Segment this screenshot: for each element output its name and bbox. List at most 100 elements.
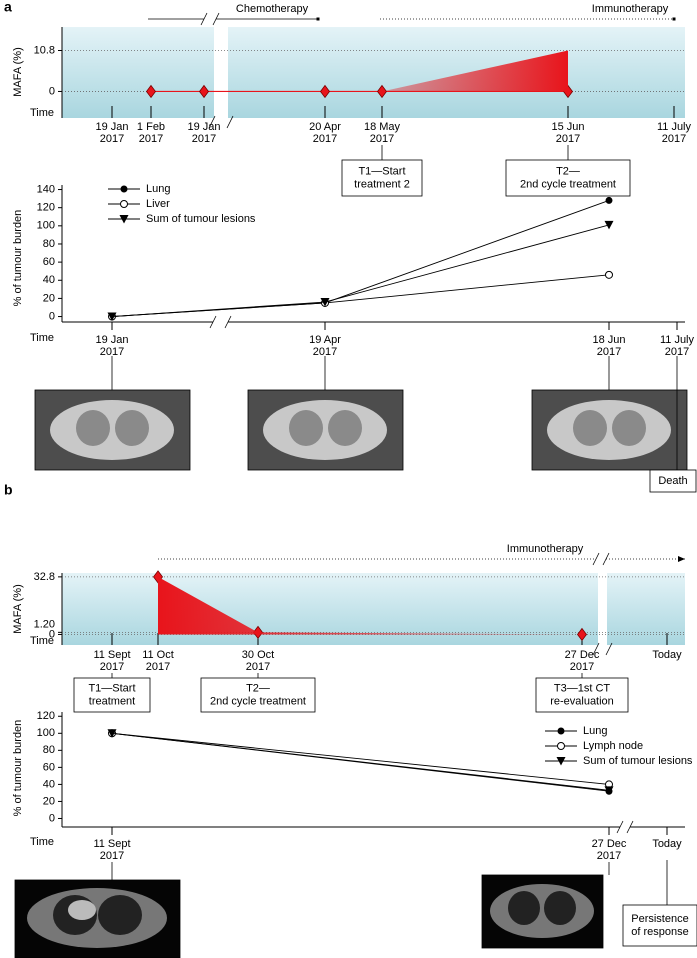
- axis-break: [602, 552, 610, 566]
- y-tick-label: 80: [43, 238, 55, 250]
- x-tick-label: 15 Jun: [551, 121, 584, 133]
- y-tick-label: 60: [43, 761, 55, 773]
- therapy-end: [672, 17, 676, 21]
- x-tick-label: 11 Sept: [93, 838, 130, 850]
- event-box: [505, 159, 631, 197]
- chart: % of tumour burden Time 0 20 40 60 80 100 120 140…: [12, 183, 697, 493]
- ct-images: [14, 356, 688, 958]
- data-point: [557, 742, 565, 750]
- therapy-label: Immunotherapy: [507, 543, 584, 555]
- event-box: [535, 677, 629, 713]
- line: [111, 274, 610, 318]
- event-box-text: re-evaluation: [550, 695, 614, 707]
- x-tick-label: 2017: [597, 346, 621, 358]
- x-axis-label: Time: [30, 836, 54, 848]
- axis-break: [212, 12, 220, 26]
- event-box-text: Death: [658, 475, 687, 487]
- y-tick-label: 10.8: [34, 44, 55, 56]
- data-point: [146, 84, 156, 99]
- x-tick-label: 19 Jan: [95, 334, 128, 346]
- area: [382, 50, 568, 92]
- event-box-text: T1—Start: [358, 165, 405, 177]
- y-tick-label: 32.8: [34, 571, 55, 583]
- y-tick-label: 40: [43, 274, 55, 286]
- y-tick-label: 120: [37, 710, 55, 722]
- y-axis-label: MAFA (%): [12, 47, 24, 97]
- data-point: [604, 220, 614, 230]
- event-box-text: treatment: [89, 695, 135, 707]
- axis-break: [226, 115, 234, 129]
- y-tick-label: 140: [37, 183, 55, 195]
- data-point: [120, 200, 128, 208]
- x-axis-label: Time: [30, 107, 54, 119]
- x-tick-label: 2017: [313, 346, 337, 358]
- x-tick-label: 11 July: [660, 334, 695, 346]
- y-axis-label: % of tumour burden: [12, 720, 24, 817]
- axis-break: [605, 642, 613, 656]
- y-tick-label: 40: [43, 778, 55, 790]
- axis-break: [592, 642, 600, 656]
- x-tick-label: 2017: [139, 133, 163, 145]
- x-tick-label: 19 Jan: [187, 121, 220, 133]
- axis-break: [200, 12, 208, 26]
- axis-break: [209, 315, 217, 329]
- y-tick-label: 100: [37, 220, 55, 232]
- x-tick-label: 19 Apr: [309, 334, 341, 346]
- legend-label: Lung: [583, 725, 607, 737]
- x-tick-label: 2017: [313, 133, 337, 145]
- axis-break: [208, 115, 216, 129]
- data-point: [107, 729, 117, 738]
- line: [111, 732, 610, 785]
- axis-break: [616, 820, 624, 834]
- y-tick-label: 20: [43, 292, 55, 304]
- axis-break: [592, 552, 600, 566]
- x-tick-label: 2017: [665, 346, 689, 358]
- data-point: [120, 185, 128, 193]
- x-tick-label: 18 May: [364, 121, 401, 133]
- y-tick-label: 0: [49, 812, 55, 824]
- x-tick-label: 11 July: [657, 121, 692, 133]
- x-axis-label: Time: [30, 635, 54, 647]
- event-box-text: T1—Start: [88, 682, 135, 694]
- x-tick-label: 2017: [570, 661, 594, 673]
- y-tick-label: 0: [49, 628, 55, 640]
- event-box: [649, 469, 697, 493]
- x-tick-label: 2017: [100, 346, 124, 358]
- y-tick-label: 0: [49, 85, 55, 97]
- data-point: [604, 786, 614, 795]
- event-box-text: 2nd cycle treatment: [520, 178, 616, 190]
- y-axis-label: % of tumour burden: [12, 210, 24, 307]
- therapy-label: Immunotherapy: [592, 3, 669, 15]
- event-box-text: treatment 2: [354, 178, 410, 190]
- axis-gap: [214, 25, 228, 120]
- arrow-head: [678, 556, 685, 562]
- x-tick-label: 2017: [146, 661, 170, 673]
- legend-label: Sum of tumour lesions: [583, 755, 693, 767]
- x-tick-label: Today: [652, 838, 682, 850]
- axis-break: [224, 315, 232, 329]
- y-tick-label: 0: [49, 310, 55, 322]
- data-point: [556, 757, 566, 766]
- x-tick-label: 2017: [662, 133, 686, 145]
- x-tick-label: Today: [652, 649, 682, 661]
- x-tick-label: 2017: [192, 133, 216, 145]
- y-tick-label: 1.20: [34, 618, 55, 630]
- event-box-text: 2nd cycle treatment: [210, 695, 306, 707]
- y-tick-label: 80: [43, 744, 55, 756]
- therapy-end: [316, 17, 320, 21]
- y-axis-label: MAFA (%): [12, 584, 24, 634]
- timeline-band: [62, 27, 685, 118]
- data-point: [557, 727, 565, 735]
- x-tick-label: 27 Dec: [592, 838, 627, 850]
- x-tick-label: 2017: [597, 850, 621, 862]
- x-tick-label: 11 Oct: [142, 649, 174, 661]
- axis-gap: [598, 571, 607, 647]
- event-box: [622, 904, 697, 947]
- data-point: [119, 215, 129, 224]
- x-tick-label: 20 Apr: [309, 121, 341, 133]
- legend-label: Lung: [146, 183, 170, 195]
- area: [158, 576, 582, 635]
- x-tick-label: 2017: [100, 661, 124, 673]
- legend-label: Liver: [146, 198, 170, 210]
